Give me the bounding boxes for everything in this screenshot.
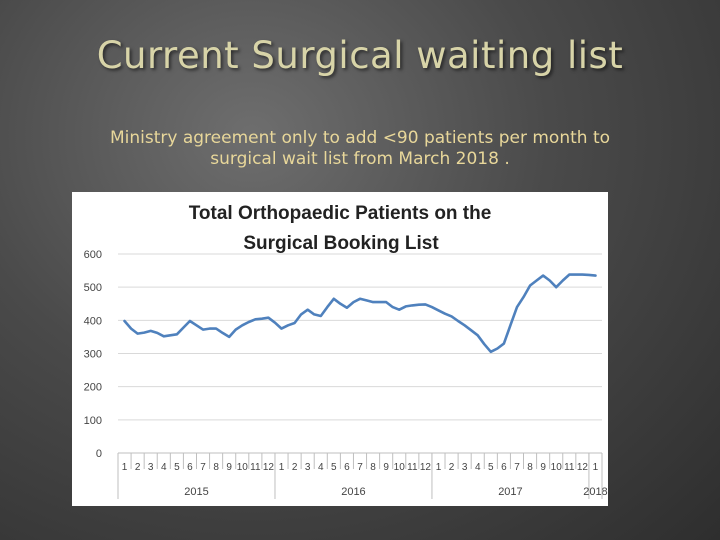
x-month-label: 9 [383, 462, 389, 473]
x-month-label: 11 [564, 462, 575, 473]
x-month-label: 2 [292, 462, 298, 473]
x-month-label: 2 [449, 462, 455, 473]
x-month-label: 3 [462, 462, 468, 473]
subtitle-line-2: surgical wait list from March 2018 . [210, 149, 510, 169]
x-axis: 1 2 3 4 5 6 7 8 9 10 11 12 1 2 3 4 5 6 7 8 9 10 11 12 1 2 3 4 5 6 7 8 9 1… [117, 452, 608, 499]
x-year-label-2018: 2018 [583, 486, 607, 498]
x-month-label: 12 [577, 462, 589, 473]
x-month-label: 6 [501, 462, 507, 473]
chart-panel: Total Orthopaedic Patients on the Surgic… [72, 192, 608, 506]
x-month-label: 5 [488, 462, 494, 473]
y-tick-label-100: 100 [84, 415, 102, 427]
x-year-label-2017: 2017 [498, 486, 522, 498]
gridlines [118, 253, 602, 454]
x-month-label: 3 [305, 462, 311, 473]
y-tick-label-200: 200 [84, 382, 102, 394]
y-tick-label-0: 0 [96, 448, 102, 460]
x-month-label: 11 [407, 462, 418, 473]
y-tick-label-600: 600 [84, 249, 102, 261]
x-month-label: 2 [135, 462, 141, 473]
x-year-label-2016: 2016 [341, 486, 365, 498]
x-month-label: 4 [475, 462, 481, 473]
subtitle-line-1: Ministry agreement only to add <90 patie… [109, 128, 611, 148]
x-month-label: 3 [148, 462, 154, 473]
x-month-label: 12 [263, 462, 275, 473]
y-tick-label-500: 500 [84, 282, 102, 294]
x-month-label: 5 [331, 462, 337, 473]
y-axis: 0 100 200 300 400 500 600 [84, 249, 102, 460]
x-month-label: 1 [122, 462, 128, 473]
x-month-label: 11 [250, 462, 261, 473]
x-month-label: 4 [318, 462, 324, 473]
x-month-label: 8 [213, 462, 219, 473]
series-layer [123, 273, 597, 354]
x-year-label-2015: 2015 [184, 486, 208, 498]
chart-title-line-1: Total Orthopaedic Patients on the [189, 203, 492, 224]
slide-subtitle: Ministry agreement only to add <90 patie… [60, 128, 660, 170]
y-tick-label-400: 400 [84, 315, 102, 327]
x-month-label: 9 [226, 462, 232, 473]
x-month-label: 1 [436, 462, 442, 473]
x-month-label: 8 [527, 462, 533, 473]
slide-title: Current Surgical waiting list [96, 34, 624, 77]
series-line-0 [123, 273, 597, 354]
x-month-label: 7 [200, 462, 206, 473]
x-month-label: 7 [357, 462, 363, 473]
chart-title-line-2: Surgical Booking List [243, 233, 439, 254]
line-chart: Total Orthopaedic Patients on the Surgic… [84, 203, 608, 499]
x-month-label: 1 [279, 462, 285, 473]
x-month-label: 6 [187, 462, 193, 473]
x-month-label: 12 [420, 462, 432, 473]
x-month-label: 5 [174, 462, 180, 473]
x-month-label: 10 [237, 462, 249, 473]
x-month-label: 4 [161, 462, 167, 473]
x-month-label: 10 [394, 462, 406, 473]
x-month-label: 6 [344, 462, 350, 473]
x-month-label: 7 [514, 462, 520, 473]
x-month-label: 8 [370, 462, 376, 473]
x-month-label: 1 [593, 462, 599, 473]
x-month-label: 10 [551, 462, 563, 473]
y-tick-label-300: 300 [84, 349, 102, 361]
x-month-label: 9 [540, 462, 546, 473]
